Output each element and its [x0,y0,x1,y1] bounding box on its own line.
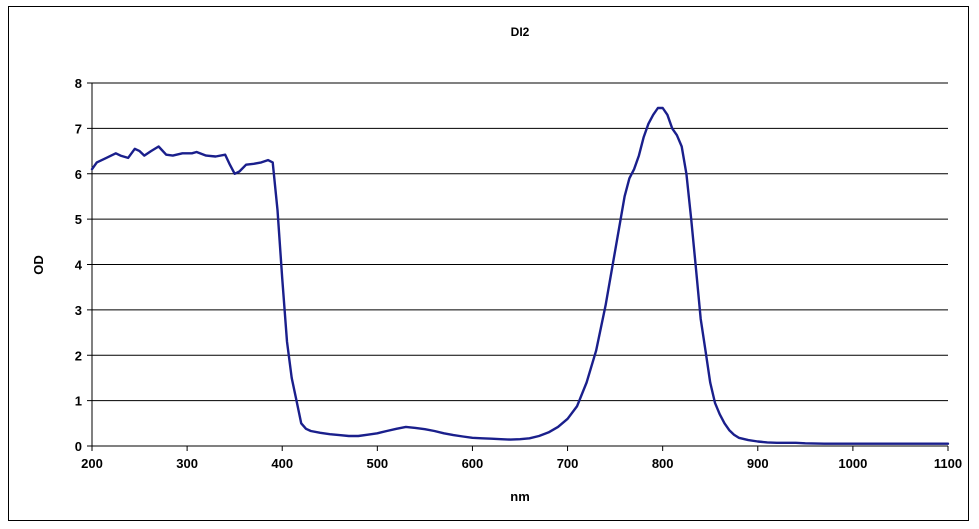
chart-frame: 0 1 2 3 4 5 6 7 8 200 300 400 500 600 700 800 900 1000 110… [8,6,969,521]
x-tick-label: 800 [652,456,674,471]
x-tick-label: 1100 [934,456,962,471]
x-tick-label: 600 [462,456,484,471]
y-axis-label: OD [31,255,46,275]
chart-svg: 0 1 2 3 4 5 6 7 8 200 300 400 500 600 700 800 900 1000 110… [31,25,962,504]
y-tick-label: 0 [75,439,82,454]
y-tick-label: 4 [75,258,83,273]
x-tick-label: 500 [366,456,388,471]
x-tick-label: 400 [271,456,293,471]
y-tick-label: 7 [75,121,82,136]
chart-title: DI2 [511,25,530,39]
y-tick-label: 5 [75,212,82,227]
x-tick-label: 200 [81,456,103,471]
y-tick-label: 2 [75,348,82,363]
series-line-0 [90,106,950,445]
x-tick-label: 1000 [838,456,867,471]
x-axis-label: nm [510,489,530,504]
x-tick-label: 300 [176,456,198,471]
y-tick-label: 8 [75,76,82,91]
y-tick-label: 1 [75,394,82,409]
y-tick-label: 6 [75,167,82,182]
x-tick-label: 700 [557,456,579,471]
x-tick-label: 900 [747,456,769,471]
y-tick-label: 3 [75,303,82,318]
